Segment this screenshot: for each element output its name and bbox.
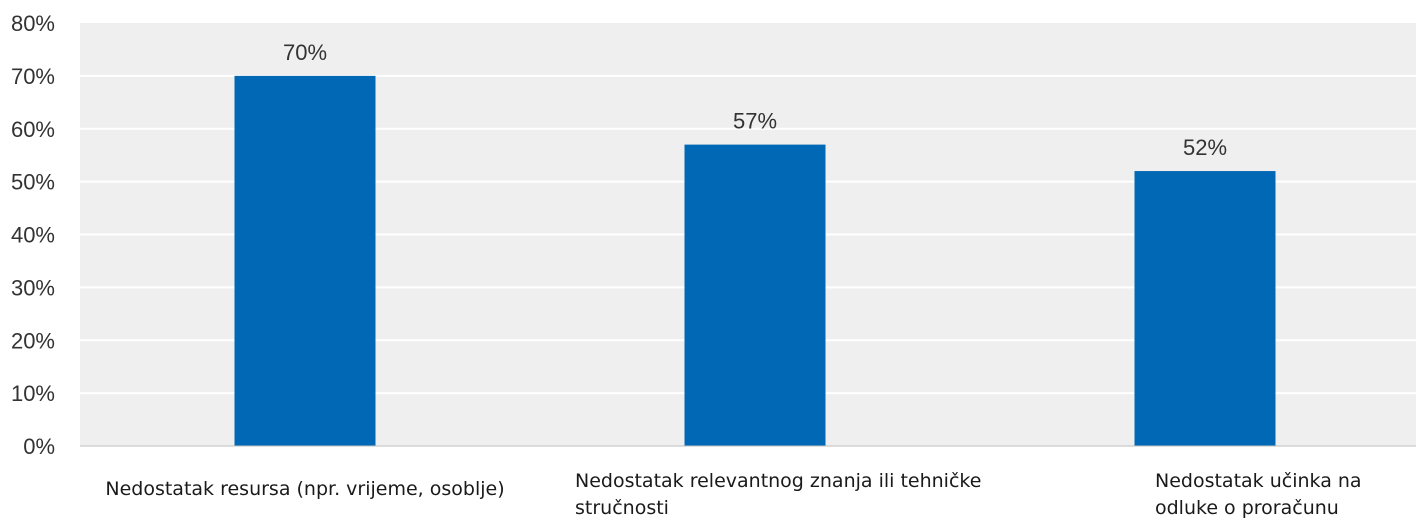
category-label: Nedostatak resursa (npr. vrijeme, osoblj… (105, 478, 504, 500)
category-label: Nedostatak relevantnog znanja ili tehnič… (575, 470, 981, 492)
y-tick-label: 0% (23, 434, 55, 459)
y-tick-label: 50% (11, 170, 55, 195)
y-tick-label: 10% (11, 381, 55, 406)
y-tick-label: 60% (11, 117, 55, 142)
bars (234, 75, 1276, 447)
data-label: 57% (733, 109, 777, 134)
y-tick-label: 20% (11, 328, 55, 353)
data-label: 52% (1183, 135, 1227, 160)
category-label: Nedostatak učinka na (1155, 470, 1362, 492)
y-tick-label: 30% (11, 275, 55, 300)
y-tick-label: 80% (11, 11, 55, 36)
category-label: odluke o proračunu (1155, 497, 1339, 519)
y-tick-label: 70% (11, 64, 55, 89)
category-label: stručnosti (575, 497, 669, 519)
bar (234, 75, 376, 446)
data-label: 70% (283, 40, 327, 65)
category-labels: Nedostatak resursa (npr. vrijeme, osoblj… (105, 470, 1361, 519)
data-labels: 70% 57% 52% (283, 40, 1227, 160)
bar (684, 144, 826, 447)
y-axis-tick-labels: 0% 10% 20% 30% 40% 50% 60% 70% 80% (11, 11, 55, 459)
bar (1134, 171, 1276, 447)
y-tick-label: 40% (11, 223, 55, 248)
